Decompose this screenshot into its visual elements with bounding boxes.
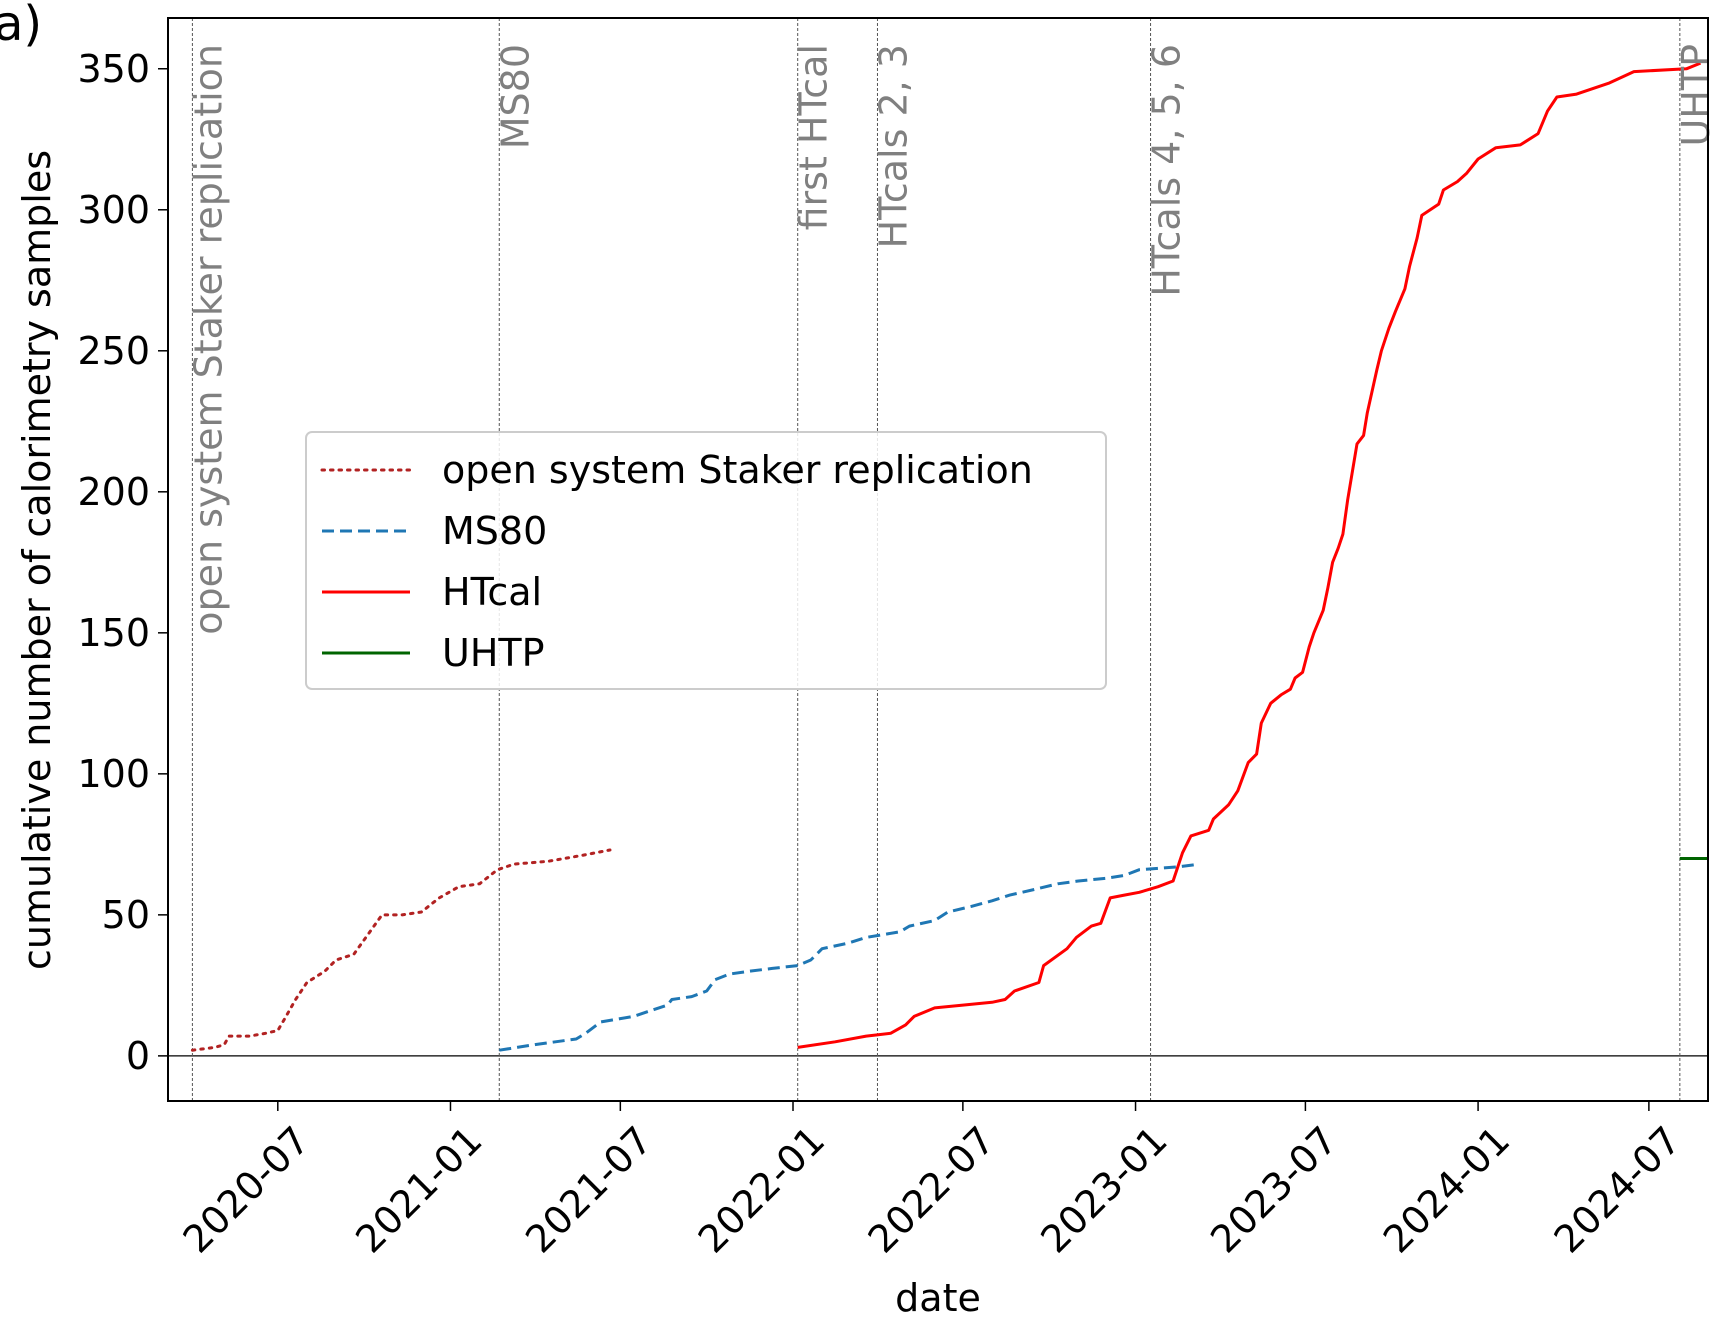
y-axis-title: cumulative number of calorimetry samples bbox=[15, 150, 59, 970]
legend: open system Staker replication MS80 HTcal U… bbox=[305, 431, 1107, 690]
legend-label-htcal: HTcal bbox=[442, 570, 542, 614]
y-tick-label-250: 250 bbox=[77, 329, 150, 373]
x-tick-label-2022-07: 2022-07 bbox=[860, 1118, 1003, 1261]
x-tick-label-2024-07: 2024-07 bbox=[1546, 1118, 1689, 1261]
event-label-ms80: MS80 bbox=[493, 44, 537, 149]
legend-label-open-system-staker-replication: open system Staker replication bbox=[442, 448, 1033, 492]
y-tick-label-0: 0 bbox=[126, 1034, 150, 1078]
x-tick-label-2020-07: 2020-07 bbox=[175, 1118, 318, 1261]
x-tick-label-2021-07: 2021-07 bbox=[517, 1118, 660, 1261]
y-tick-label-350: 350 bbox=[77, 47, 150, 91]
y-tick-label-50: 50 bbox=[102, 893, 150, 937]
x-axis: 2020-07 2021-01 2021-07 2022-01 2022-07 2023-… bbox=[175, 1101, 1689, 1261]
x-tick-label-2023-07: 2023-07 bbox=[1202, 1118, 1345, 1261]
x-axis-title: date bbox=[895, 1276, 981, 1320]
y-tick-label-300: 300 bbox=[77, 188, 150, 232]
y-tick-label-200: 200 bbox=[77, 470, 150, 514]
plot-frame bbox=[167, 17, 1709, 1102]
event-label-open-system-staker-replication: open system Staker replication bbox=[186, 44, 230, 635]
legend-label-uhtp: UHTP bbox=[442, 631, 545, 675]
y-axis: 0 50 100 150 200 250 300 350 bbox=[77, 47, 168, 1078]
event-label-htcals-4-5-6: HTcals 4, 5, 6 bbox=[1145, 44, 1189, 297]
event-labels: open system Staker replication MS80 first … bbox=[186, 44, 1715, 635]
series-line-htcal bbox=[797, 61, 1702, 1049]
x-tick-label-2023-01: 2023-01 bbox=[1032, 1118, 1175, 1261]
series-line-open-system-staker-replication bbox=[190, 848, 612, 1052]
event-label-htcals-2-3: HTcals 2, 3 bbox=[871, 44, 915, 248]
legend-label-ms80: MS80 bbox=[442, 509, 547, 553]
panel-label: a) bbox=[0, 0, 42, 52]
x-tick-label-2022-01: 2022-01 bbox=[690, 1118, 833, 1261]
x-tick-label-2021-01: 2021-01 bbox=[347, 1118, 490, 1261]
y-tick-label-150: 150 bbox=[77, 611, 150, 655]
legend-box bbox=[305, 431, 1107, 690]
series-line-ms80 bbox=[499, 862, 1200, 1052]
y-tick-label-100: 100 bbox=[77, 752, 150, 796]
event-label-first-htcal: first HTcal bbox=[792, 44, 836, 230]
x-tick-label-2024-01: 2024-01 bbox=[1375, 1118, 1518, 1261]
